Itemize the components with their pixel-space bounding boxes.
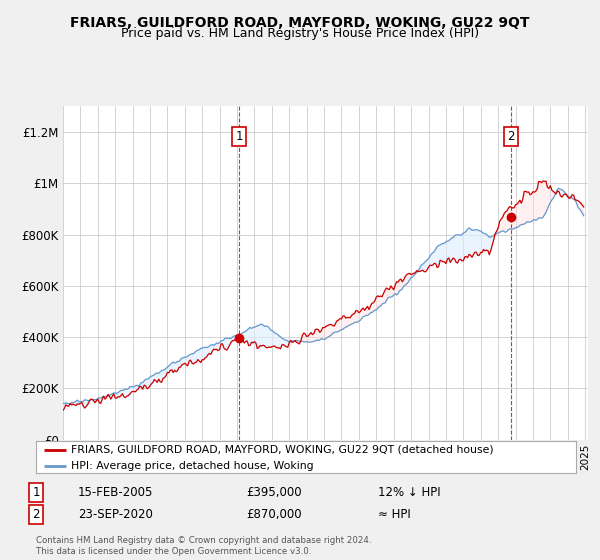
Text: ≈ HPI: ≈ HPI bbox=[378, 507, 411, 521]
Text: £870,000: £870,000 bbox=[246, 507, 302, 521]
Text: 12% ↓ HPI: 12% ↓ HPI bbox=[378, 486, 440, 500]
Text: Price paid vs. HM Land Registry's House Price Index (HPI): Price paid vs. HM Land Registry's House … bbox=[121, 27, 479, 40]
Text: HPI: Average price, detached house, Woking: HPI: Average price, detached house, Woki… bbox=[71, 461, 314, 471]
Text: 23-SEP-2020: 23-SEP-2020 bbox=[78, 507, 153, 521]
Text: FRIARS, GUILDFORD ROAD, MAYFORD, WOKING, GU22 9QT (detached house): FRIARS, GUILDFORD ROAD, MAYFORD, WOKING,… bbox=[71, 445, 494, 455]
Text: 1: 1 bbox=[235, 130, 243, 143]
Text: FRIARS, GUILDFORD ROAD, MAYFORD, WOKING, GU22 9QT: FRIARS, GUILDFORD ROAD, MAYFORD, WOKING,… bbox=[70, 16, 530, 30]
Text: 1: 1 bbox=[32, 486, 40, 500]
Text: 2: 2 bbox=[32, 507, 40, 521]
Text: £395,000: £395,000 bbox=[246, 486, 302, 500]
Text: 15-FEB-2005: 15-FEB-2005 bbox=[78, 486, 154, 500]
Text: 2: 2 bbox=[507, 130, 515, 143]
Text: Contains HM Land Registry data © Crown copyright and database right 2024.
This d: Contains HM Land Registry data © Crown c… bbox=[36, 536, 371, 556]
